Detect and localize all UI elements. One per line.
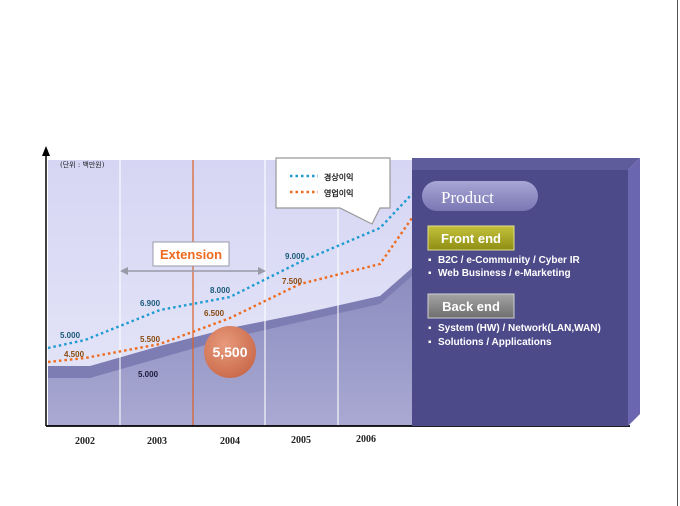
back-end-badge (427, 293, 515, 319)
extension-box (152, 241, 230, 267)
series-1-label-2003: 5.500 (140, 335, 161, 344)
area-label: 5.000 (138, 370, 159, 379)
series-0-label-2004: 8.000 (210, 286, 231, 295)
product-panel: Product Front end ▪ B2C / e-Community / … (412, 158, 640, 426)
series-0-label-2003: 6.900 (140, 299, 161, 308)
front-bullet-1: ▪ (428, 268, 432, 279)
back-bullet-0: ▪ (428, 323, 432, 334)
front-item-1: Web Business / e-Marketing (438, 268, 571, 279)
series-line-1 (47, 217, 413, 364)
tick-label-2006: 2006 (356, 434, 376, 445)
front-item-0: B2C / e-Community / Cyber IR (438, 255, 580, 266)
series-1-label-2005: 7.500 (282, 277, 303, 286)
series-1-label-2002: 4.500 (64, 350, 85, 359)
tick-label-2004: 2004 (220, 436, 240, 447)
legend: 경상이익 영업이익 (275, 157, 391, 225)
legend-label-0: 경상이익 (324, 172, 353, 182)
product-title: Product (441, 188, 494, 207)
series-0-label-2005: 9.000 (285, 252, 306, 261)
front-bullet-0: ▪ (428, 255, 432, 266)
series-0-label-2002: 5.000 (60, 331, 81, 340)
extension-label: Extension (160, 247, 222, 262)
tick-label-2005: 2005 (291, 435, 311, 446)
value-bubble (204, 326, 256, 378)
front-end-badge (427, 225, 515, 251)
back-bullet-1: ▪ (428, 337, 432, 348)
series-1-label-2004: 6.500 (204, 309, 225, 318)
tick-label-2003: 2003 (147, 436, 167, 447)
back-item-1: Solutions / Applications (438, 337, 552, 348)
back-item-0: System (HW) / Network(LAN,WAN) (438, 323, 601, 334)
bubble-value: 5,500 (212, 344, 247, 360)
extension-arrow (120, 267, 266, 275)
product-title-pill (422, 181, 538, 211)
y-axis-arrow (42, 146, 50, 156)
front-end-label: Front end (441, 231, 501, 246)
tick-label-2002: 2002 (75, 436, 95, 447)
back-end-label: Back end (442, 299, 500, 314)
legend-label-1: 영업이익 (324, 188, 353, 198)
page-edge (677, 0, 678, 506)
unit-label: (단위 : 백만원) (60, 160, 105, 169)
